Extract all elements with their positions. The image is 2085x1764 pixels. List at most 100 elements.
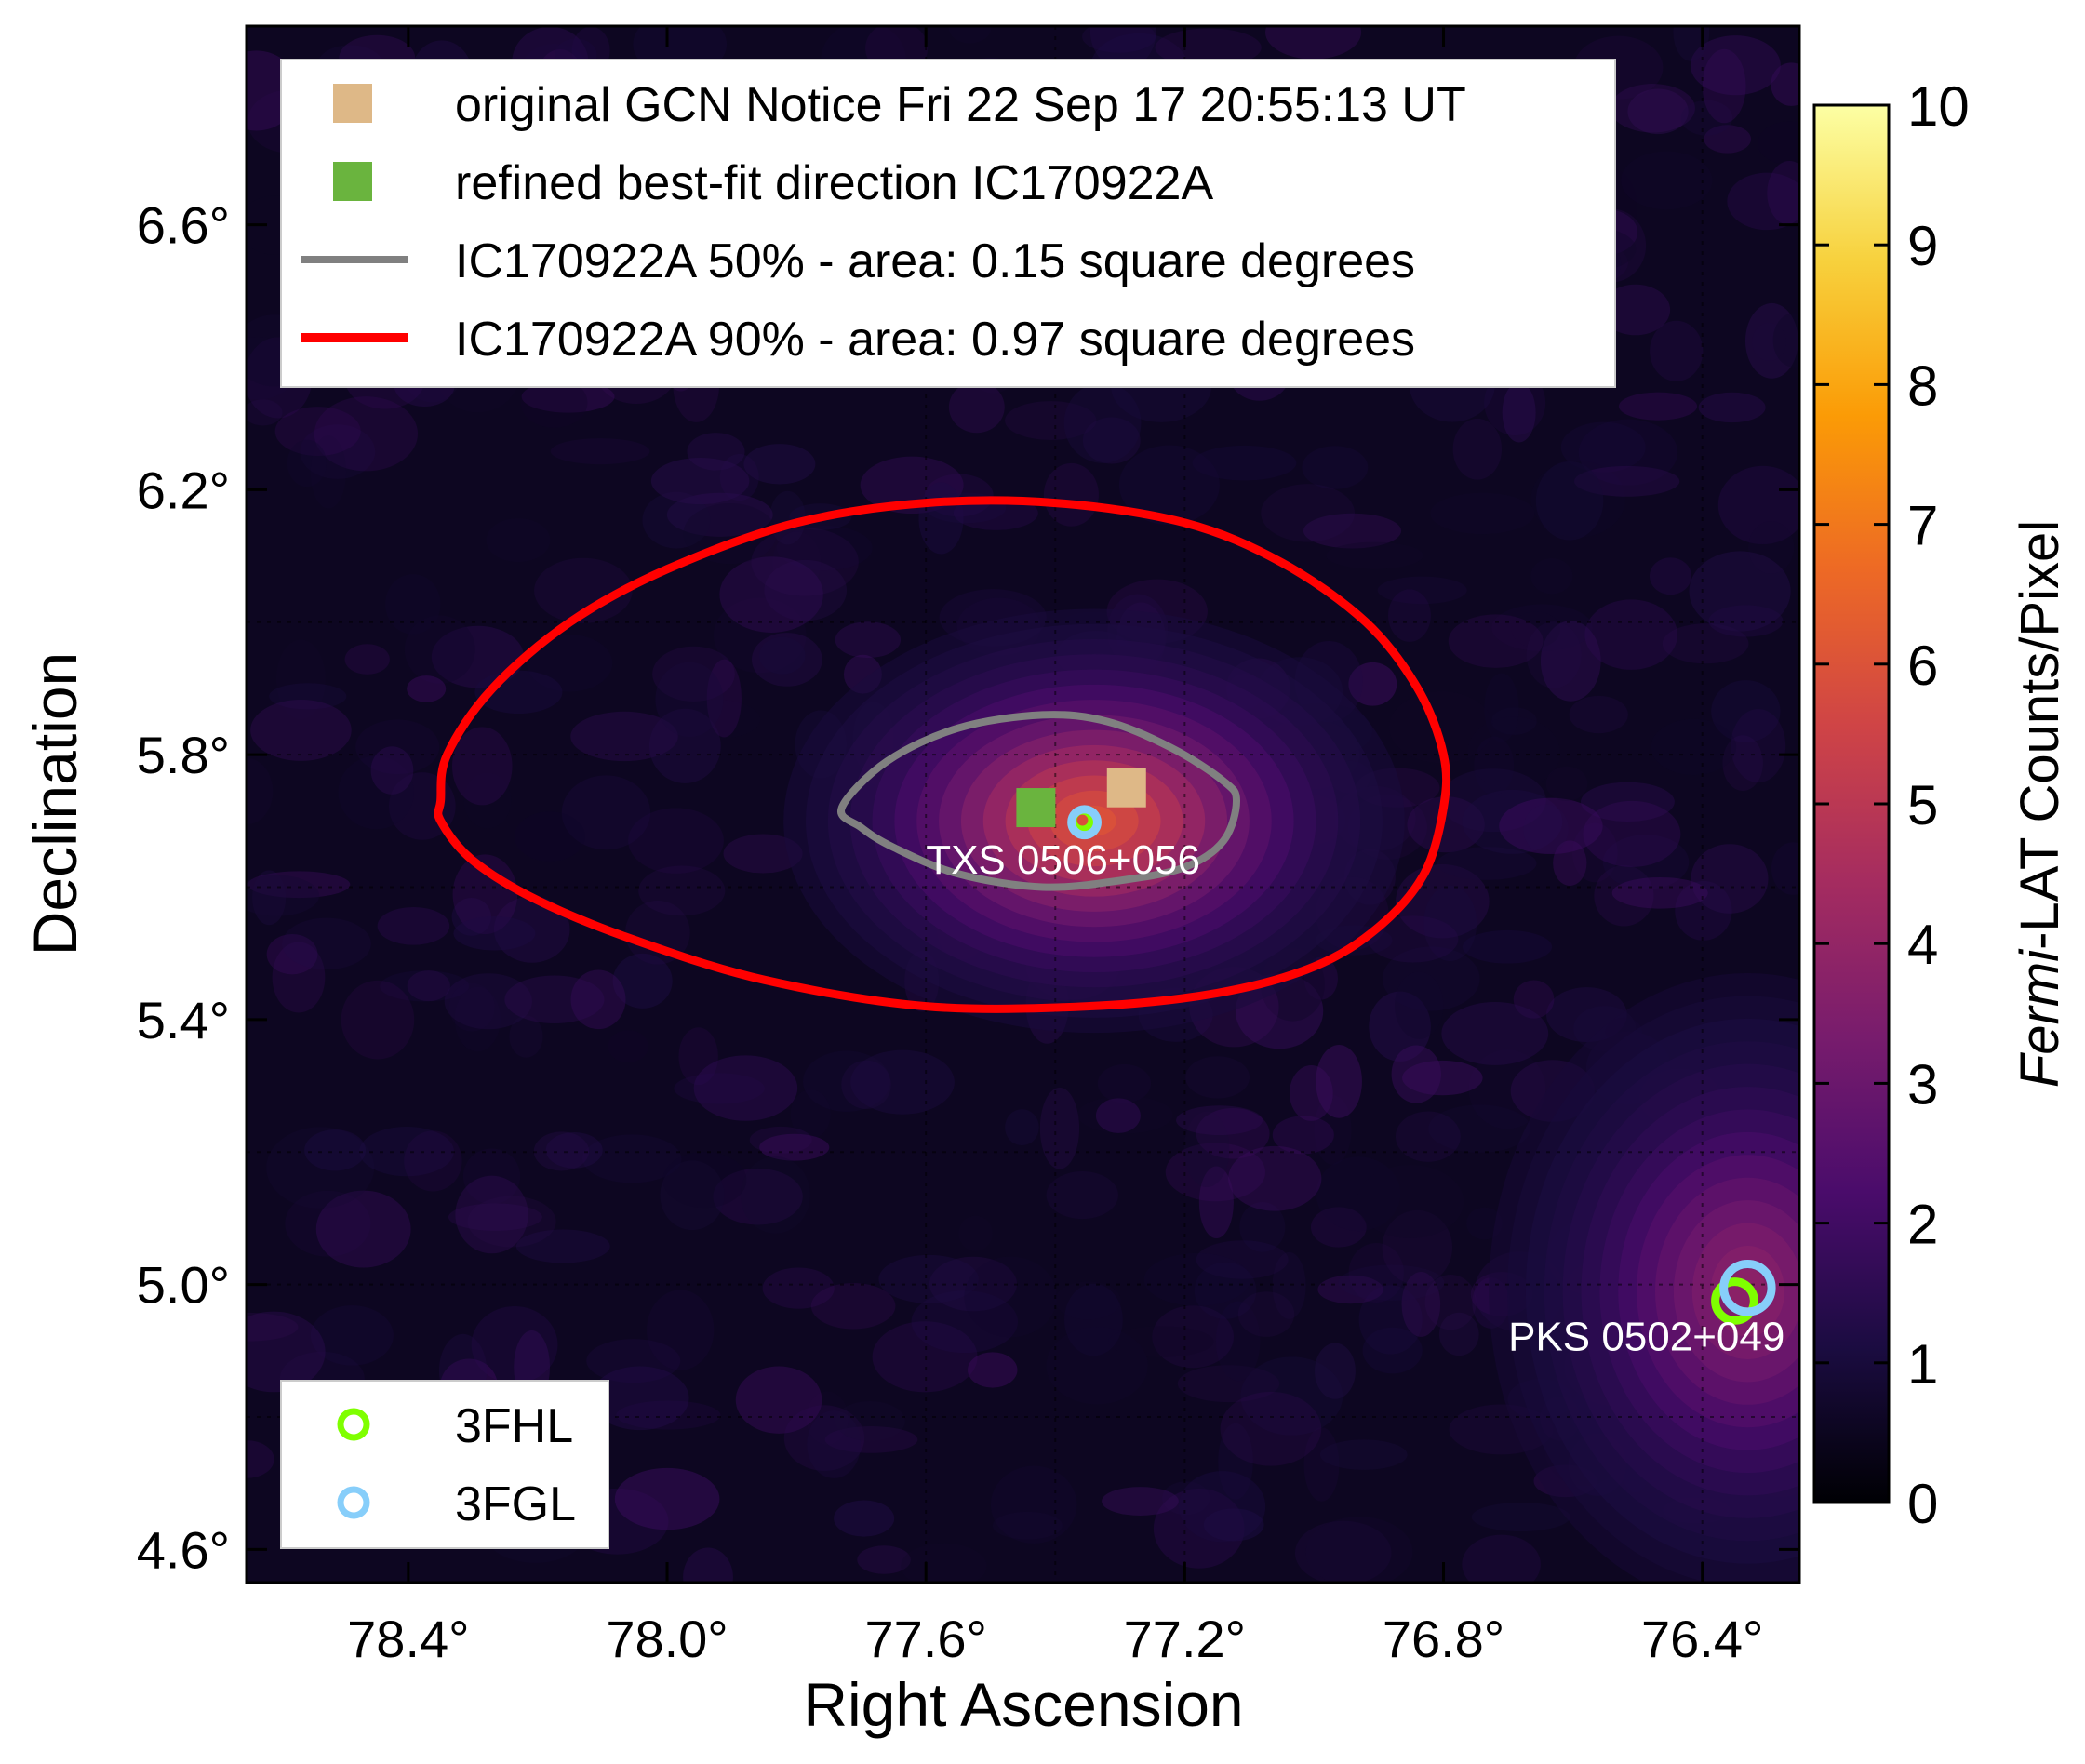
noise-patch — [964, 1256, 1057, 1338]
noise-patch — [810, 1282, 896, 1330]
noise-patch — [1502, 382, 1536, 443]
noise-patch — [693, 1055, 798, 1121]
noise-patch — [783, 1405, 865, 1471]
noise-patch — [990, 1465, 1077, 1544]
noise-patch — [1448, 614, 1544, 668]
colorbar-tick-label: 9 — [1907, 215, 1938, 277]
noise-patch — [911, 1290, 1019, 1354]
noise-patch — [1452, 418, 1503, 480]
noise-patch — [1317, 1275, 1383, 1304]
noise-patch — [1540, 621, 1601, 702]
noise-patch — [250, 699, 352, 761]
source-markers — [1016, 768, 1776, 1325]
noise-patch — [1377, 576, 1467, 605]
noise-patch — [1152, 1305, 1235, 1369]
noise-patch — [341, 980, 415, 1060]
noise-patch — [1272, 1251, 1306, 1319]
noise-patch — [266, 1127, 375, 1209]
noise-patch — [1499, 797, 1603, 855]
noise-patch — [751, 633, 822, 687]
noise-patch — [1314, 1094, 1352, 1165]
colorbar-tick-label: 2 — [1907, 1194, 1938, 1256]
legend-main: original GCN Notice Fri 22 Sep 17 20:55:… — [280, 59, 1616, 388]
noise-patch — [772, 531, 822, 594]
emission-blob — [1489, 973, 1799, 1583]
noise-patch — [1196, 1107, 1270, 1159]
noise-patch — [272, 942, 326, 1013]
noise-patch — [1196, 1240, 1289, 1279]
noise-patch — [1430, 492, 1535, 535]
noise-patch — [1261, 484, 1356, 542]
noise-patch — [1511, 611, 1560, 648]
noise-patch — [1513, 980, 1555, 1019]
noise-patch — [269, 683, 347, 710]
noise-patch — [1316, 1044, 1362, 1118]
noise-patch — [1272, 1116, 1334, 1155]
noise-patch — [807, 1410, 862, 1478]
noise-patch — [660, 1160, 725, 1231]
y-tick-label: 5.0° — [137, 1256, 230, 1315]
noise-patch — [1611, 876, 1708, 909]
noise-patch — [1610, 84, 1695, 133]
noise-patch — [1077, 1096, 1173, 1134]
noise-patch — [1203, 1508, 1264, 1542]
noise-patch — [451, 727, 513, 806]
y-tick-label: 4.6° — [137, 1520, 230, 1579]
noise-patch — [448, 982, 495, 1032]
noise-patch — [1594, 865, 1654, 927]
noise-patch — [723, 834, 803, 874]
colorbar-tick-label: 10 — [1907, 75, 1970, 138]
noise-patch — [1302, 446, 1369, 489]
noise-patch — [1046, 1327, 1148, 1405]
colorbar-tick-label: 0 — [1907, 1473, 1938, 1535]
y-tick-label: 6.6° — [137, 196, 230, 255]
legend-catalog: 3FHL 3FGL — [280, 1380, 609, 1549]
noise-patch — [252, 870, 287, 926]
noise-patch — [310, 1305, 394, 1366]
noise-patch — [310, 435, 347, 509]
noise-patch — [850, 1049, 955, 1115]
contours — [434, 496, 1451, 1013]
noise-patch — [1744, 302, 1798, 379]
colorbar-tick-label: 3 — [1907, 1053, 1938, 1116]
noise-patch — [625, 901, 690, 965]
noise-patch — [521, 381, 615, 413]
noise-patch — [1680, 100, 1733, 136]
noise-patch — [687, 433, 745, 471]
noise-patch — [642, 491, 711, 549]
noise-patch — [1752, 322, 1786, 361]
legend-main-label: IC170922A 50% - area: 0.15 square degree… — [455, 234, 1415, 288]
noise-patch — [948, 26, 992, 44]
noise-patch — [444, 973, 532, 1030]
marker-txs-0506-056-3fgl — [1067, 805, 1102, 840]
noise-patch — [835, 1400, 905, 1441]
noise-patch — [608, 1030, 648, 1063]
colorbar-tick-label: 1 — [1907, 1333, 1938, 1396]
colorbar-tick-label: 5 — [1907, 774, 1938, 836]
noise-patch — [1748, 521, 1795, 574]
noise-patch — [834, 1500, 895, 1537]
noise-patch — [1545, 766, 1588, 802]
noise-patch — [1368, 915, 1459, 963]
noise-patch — [380, 970, 470, 1002]
noise-patch — [1102, 1487, 1179, 1516]
noise-patch — [534, 557, 633, 623]
noise-patch — [570, 969, 626, 1030]
noise-patch — [338, 755, 414, 830]
noise-patch — [1767, 161, 1799, 225]
noise-patch — [1583, 800, 1681, 867]
noise-patch — [520, 377, 588, 428]
noise-patch — [1484, 673, 1519, 742]
noise-patch — [841, 1060, 891, 1109]
noise-patch — [1183, 1111, 1230, 1188]
noise-patch — [1043, 462, 1099, 527]
noise-patch — [1535, 461, 1604, 541]
noise-patch — [1388, 589, 1431, 642]
noise-patch — [1650, 320, 1704, 381]
noise-patch — [1553, 840, 1587, 886]
noise-patch — [1438, 1312, 1479, 1356]
noise-patch — [719, 453, 759, 501]
noise-patch — [968, 1352, 1018, 1388]
noise-patch — [1771, 62, 1799, 106]
noise-patch — [749, 1126, 812, 1154]
